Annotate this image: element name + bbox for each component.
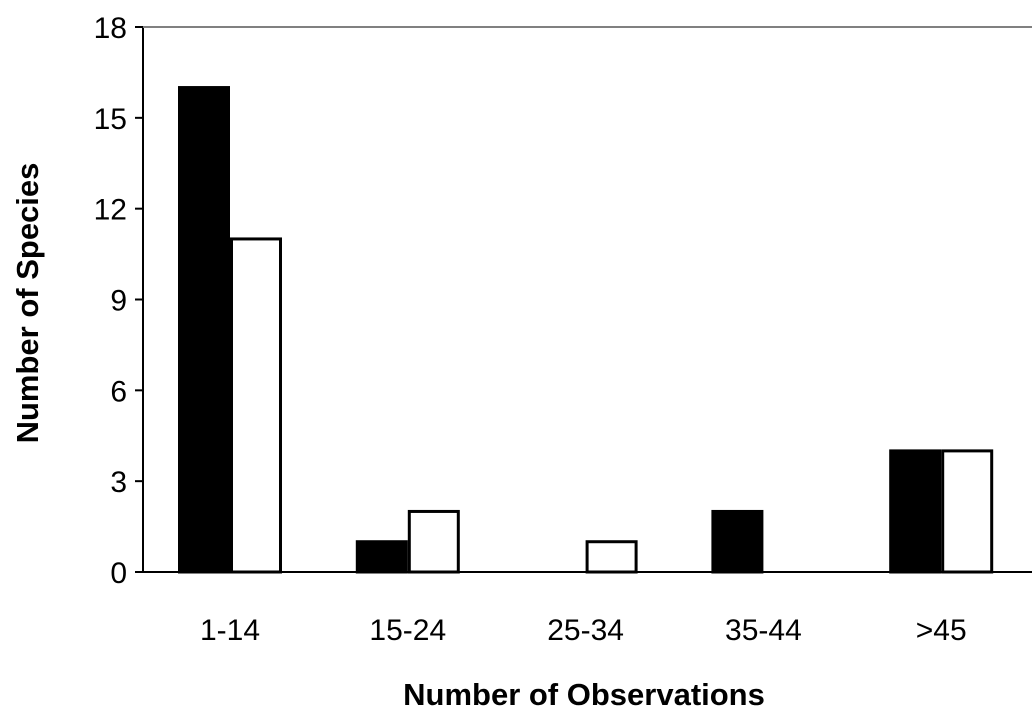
y-tick-label: 9 [110, 285, 127, 318]
bars-layer [178, 86, 994, 574]
bar-series-2->45 [941, 449, 994, 574]
y-tick-label: 12 [94, 194, 127, 227]
x-tick-label: 35-44 [725, 614, 802, 647]
x-tick-label: 25-34 [547, 614, 624, 647]
x-tick-label: 15-24 [369, 614, 446, 647]
y-ticks-layer: 0 3 6 9 12 15 18 [94, 12, 143, 590]
y-tick-label: 3 [110, 466, 127, 499]
bar-series-1-15-24 [355, 540, 408, 574]
bar-series-2-1-14 [230, 237, 282, 574]
y-tick-label: 15 [94, 103, 127, 136]
y-axis-title: Number of Species [10, 163, 45, 444]
x-tick-label: 1-14 [200, 614, 260, 647]
bar-series-1-35-44 [711, 509, 764, 574]
x-axis-title: Number of Observations [403, 677, 765, 708]
x-ticks-layer: 1-14 15-24 25-34 35-44 >45 [200, 614, 967, 647]
x-tick-label: >45 [916, 614, 967, 647]
bar-series-2-25-34 [585, 540, 638, 574]
y-tick-label: 18 [94, 12, 127, 45]
y-tick-label: 6 [110, 375, 127, 408]
bar-series-1-1-14 [178, 86, 230, 574]
bar-series-2-15-24 [407, 509, 460, 574]
y-tick-label: 0 [110, 557, 127, 590]
bar-series-1->45 [889, 449, 942, 574]
